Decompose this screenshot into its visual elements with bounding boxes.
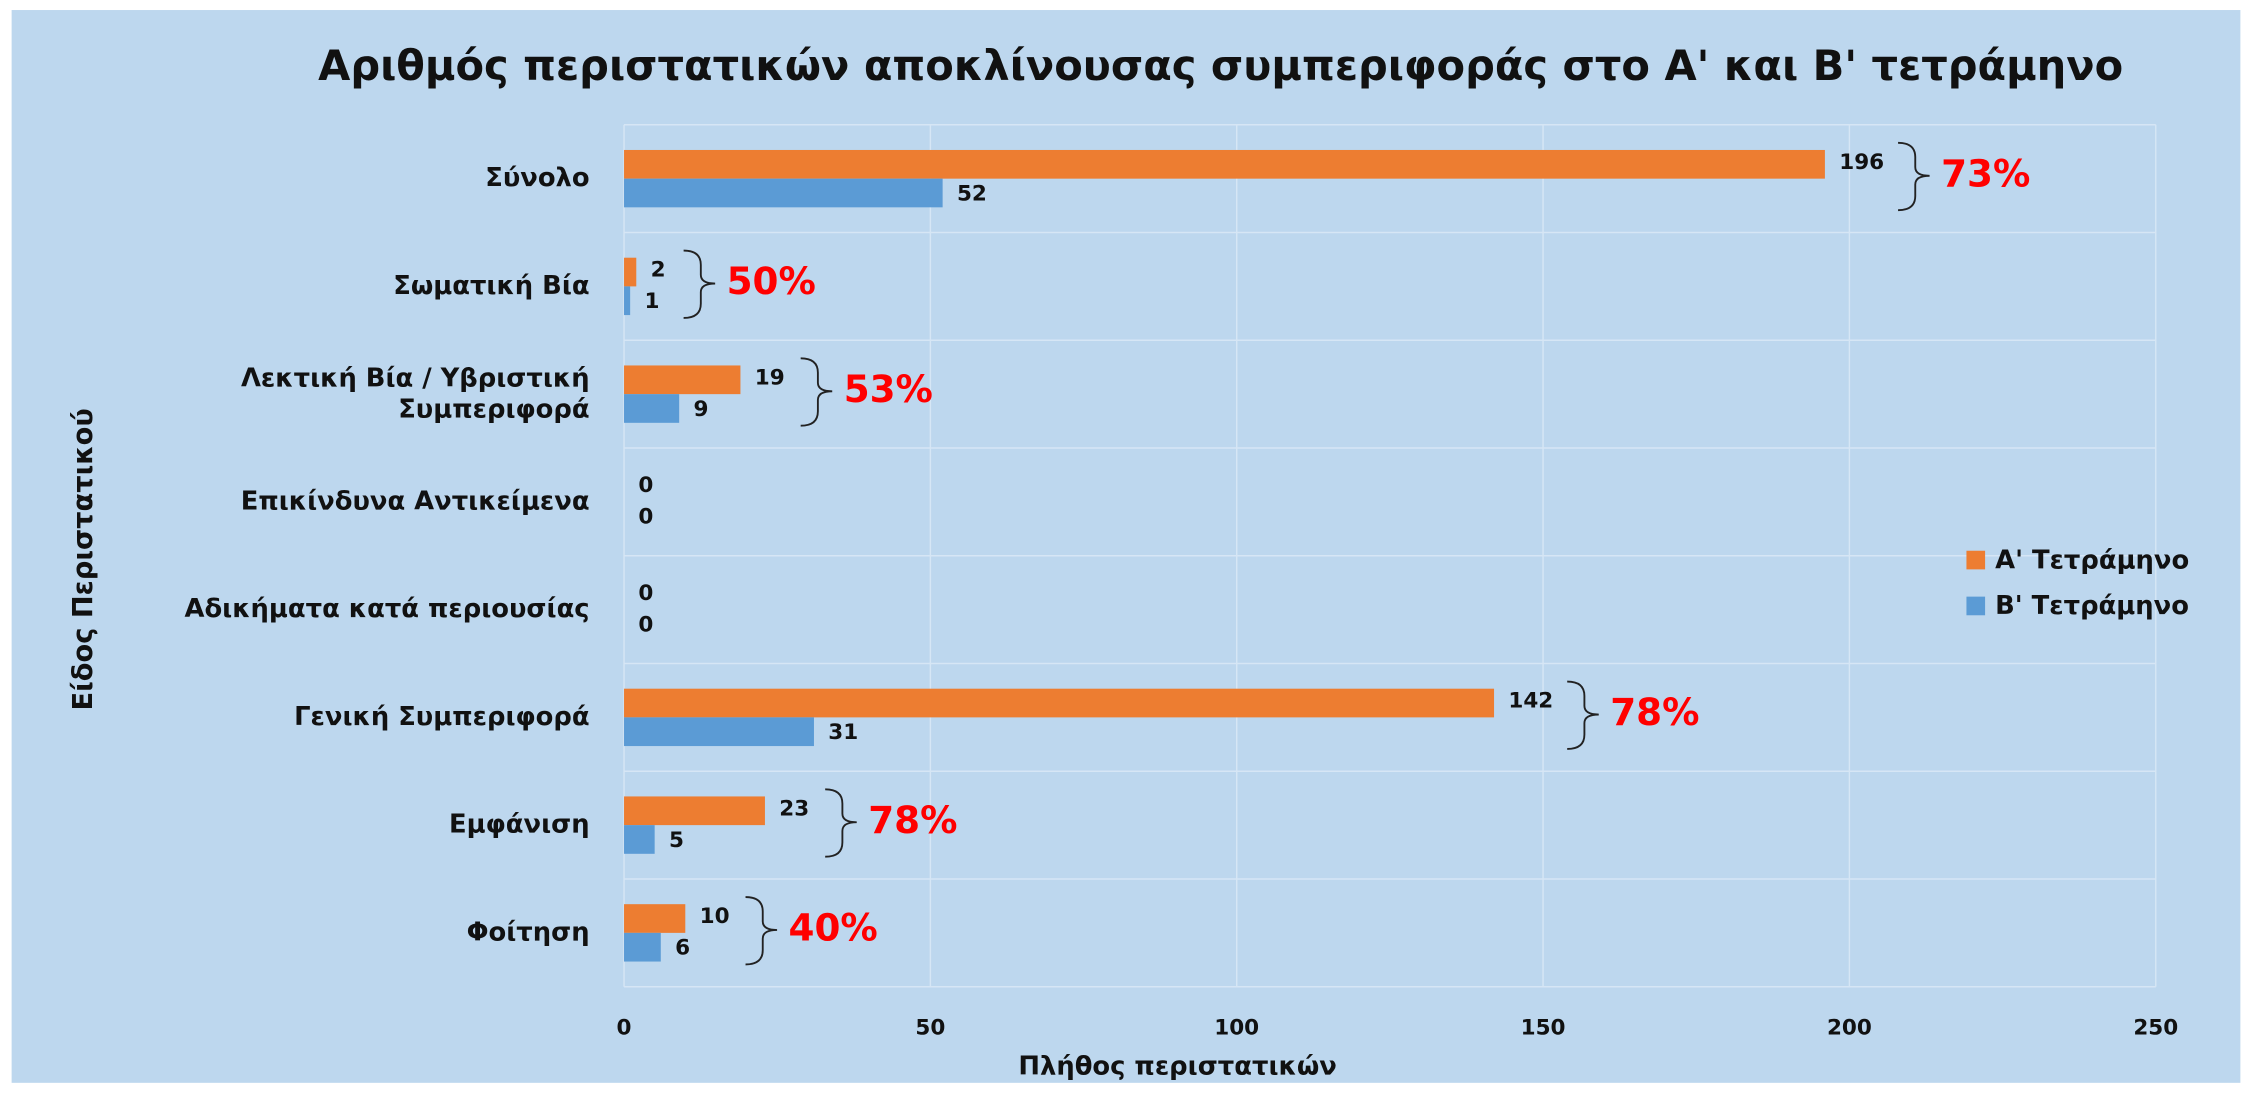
value-label: 19 bbox=[755, 365, 785, 390]
chart-title: Αριθμός περιστατικών αποκλίνουσας συμπερ… bbox=[318, 41, 2123, 90]
bar bbox=[624, 149, 1825, 179]
bar bbox=[624, 717, 814, 747]
bar bbox=[624, 904, 686, 933]
percent-annotation: 50% bbox=[727, 259, 816, 303]
value-label: 31 bbox=[828, 720, 858, 745]
value-label: 23 bbox=[779, 796, 809, 821]
x-tick-label: 0 bbox=[617, 1015, 632, 1040]
legend-label: Α' Τετράμηνο bbox=[1995, 545, 2189, 575]
bar bbox=[624, 394, 680, 423]
y-tick-label: Φοίτηση bbox=[467, 917, 590, 947]
bar bbox=[624, 796, 765, 826]
percent-annotation: 78% bbox=[1610, 690, 1699, 734]
value-label: 0 bbox=[638, 505, 653, 530]
bar bbox=[624, 178, 943, 208]
x-tick-label: 50 bbox=[915, 1015, 945, 1040]
x-axis-label: Πλήθος περιστατικών bbox=[1018, 1052, 1336, 1082]
y-axis-label: Είδος Περιστατικού bbox=[68, 408, 99, 710]
bar bbox=[624, 688, 1495, 718]
value-label: 6 bbox=[675, 936, 690, 961]
brace bbox=[800, 357, 833, 427]
x-tick-label: 150 bbox=[1521, 1015, 1566, 1040]
bar bbox=[624, 365, 741, 395]
y-tick-label: Σωματική Βία bbox=[393, 271, 589, 301]
y-tick-label: Επικίνδυνα Αντικείμενα bbox=[241, 486, 590, 516]
chart-background bbox=[11, 10, 2241, 1083]
value-label: 52 bbox=[957, 181, 987, 206]
value-label: 196 bbox=[1839, 150, 1884, 175]
legend-label: Β' Τετράμηνο bbox=[1995, 591, 2189, 621]
value-label: 5 bbox=[669, 828, 684, 853]
y-tick-label: Σύνολο bbox=[485, 163, 589, 193]
x-tick-label: 100 bbox=[1214, 1015, 1259, 1040]
percent-annotation: 53% bbox=[844, 367, 933, 411]
value-label: 0 bbox=[638, 581, 653, 606]
value-label: 2 bbox=[651, 258, 666, 283]
y-tick-label: Εμφάνιση bbox=[449, 810, 590, 840]
percent-annotation: 78% bbox=[868, 798, 957, 842]
percent-annotation: 73% bbox=[1941, 151, 2030, 195]
brace bbox=[1567, 680, 1599, 750]
x-tick-label: 200 bbox=[1827, 1015, 1872, 1040]
value-label: 1 bbox=[644, 289, 659, 314]
bar bbox=[624, 286, 631, 316]
legend-swatch bbox=[1966, 550, 1986, 570]
value-label: 0 bbox=[638, 612, 653, 637]
percent-annotation: 40% bbox=[789, 905, 878, 949]
value-label: 9 bbox=[694, 397, 709, 422]
value-label: 142 bbox=[1508, 689, 1553, 714]
brace bbox=[683, 249, 716, 319]
y-tick-label: Αδικήματα κατά περιουσίας bbox=[184, 594, 589, 624]
y-tick-label: Γενική Συμπεριφορά bbox=[294, 702, 590, 732]
x-tick-label: 250 bbox=[2133, 1015, 2178, 1040]
bar bbox=[624, 932, 661, 962]
bar bbox=[624, 825, 655, 854]
value-label: 10 bbox=[700, 904, 730, 929]
legend-swatch bbox=[1966, 596, 1986, 616]
brace bbox=[1898, 141, 1930, 212]
bar bbox=[624, 257, 637, 287]
brace bbox=[825, 788, 857, 858]
y-tick-label: Λεκτική Βία / Υβριστική Συμπεριφορά bbox=[241, 363, 590, 424]
value-label: 0 bbox=[638, 473, 653, 498]
